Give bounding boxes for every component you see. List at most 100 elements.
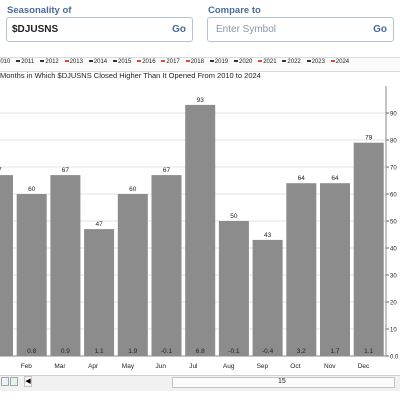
- avg-change-label: -0.4: [262, 348, 274, 355]
- bar-value-label: 60: [28, 186, 36, 193]
- bar: [117, 194, 148, 356]
- year-label: 2022: [287, 59, 301, 65]
- year-toggle-2015[interactable]: 2015: [113, 59, 131, 65]
- bar-value-label: 47: [95, 221, 103, 228]
- bar-value-label: 67: [163, 167, 171, 174]
- x-tick-label: Mar: [54, 363, 66, 370]
- year-toggle-2013[interactable]: 2013: [64, 59, 83, 65]
- year-label: 2024: [335, 59, 350, 65]
- year-toggle-2024[interactable]: 2024: [330, 59, 350, 65]
- y-tick-label: 70: [390, 166, 397, 172]
- x-tick-label: Apr: [88, 363, 99, 370]
- y-tick-label: 90: [390, 112, 397, 118]
- bar-value-label: 67: [62, 167, 70, 174]
- year-toggle-2016[interactable]: 2016: [137, 59, 156, 65]
- series-color-swatch: [185, 60, 190, 63]
- year-toggle-2022[interactable]: 2022: [282, 59, 301, 65]
- x-tick-label: Nov: [324, 363, 336, 370]
- avg-change-label: 1.1: [364, 348, 373, 355]
- compare-placeholder: Enter Symbol: [216, 24, 277, 35]
- y-tick-label: 60: [390, 193, 397, 199]
- bar: [320, 183, 350, 356]
- bar-value-label: 64: [331, 175, 339, 182]
- year-toggle-2019[interactable]: 2019: [209, 59, 229, 65]
- series-color-swatch: [258, 60, 263, 63]
- bar: [0, 175, 13, 356]
- bar-value-label: 50: [230, 213, 238, 220]
- y-tick-label: 50: [390, 220, 397, 226]
- series-color-swatch: [282, 60, 287, 63]
- year-toggle-2023[interactable]: 2023: [306, 59, 325, 65]
- year-toggle-2012[interactable]: 2012: [40, 59, 59, 65]
- year-label: 2016: [142, 59, 156, 65]
- series-color-swatch: [209, 60, 214, 63]
- y-tick-label: 30: [390, 274, 397, 280]
- avg-change-label: 0.9: [61, 348, 70, 355]
- year-label: 2021: [263, 59, 277, 65]
- series-color-swatch: [113, 60, 117, 63]
- seasonality-bar-chart: 0.0102030405060708090672600.8Feb670.9Mar…: [0, 86, 399, 370]
- series-color-swatch: [161, 60, 166, 63]
- year-toggle-2014[interactable]: 2014: [88, 59, 108, 65]
- avg-change-label: 1.7: [330, 348, 339, 355]
- x-tick-label: Oct: [290, 363, 300, 370]
- bar-value-label: 60: [129, 186, 137, 193]
- x-tick-label: Feb: [21, 363, 33, 370]
- year-label: 2010: [0, 59, 11, 65]
- year-toggle-2018[interactable]: 2018: [185, 59, 204, 65]
- x-tick-label: Dec: [358, 363, 370, 370]
- year-label: 2018: [190, 59, 204, 65]
- year-label: 2013: [69, 59, 83, 65]
- bar: [16, 194, 47, 356]
- series-color-swatch: [137, 60, 142, 63]
- year-toggle-2010[interactable]: 2010: [0, 59, 10, 65]
- year-toggle-2011[interactable]: 2011: [16, 59, 34, 65]
- x-tick-label: Sep: [257, 363, 269, 370]
- x-tick-label: Jun: [156, 363, 167, 370]
- bar: [353, 142, 384, 356]
- bar: [286, 183, 317, 356]
- compare-go-button[interactable]: Go: [373, 24, 387, 35]
- bar-value-label: 79: [365, 135, 373, 142]
- symbol-input[interactable]: $DJUSNS Go: [6, 17, 193, 42]
- year-toggle-bar: 2010 2011 2012 2013 2014 2015 2016 2017 2018 2019…: [0, 57, 400, 72]
- scroll-left-arrow-icon[interactable]: ◀: [24, 376, 32, 387]
- year-label: 2017: [166, 59, 180, 65]
- compare-label: Compare to: [208, 5, 261, 16]
- go-button[interactable]: Go: [172, 24, 186, 35]
- year-toggle-2021[interactable]: 2021: [258, 59, 277, 65]
- scrollbar-value: 15: [278, 378, 286, 385]
- avg-change-label: 1.1: [95, 348, 104, 355]
- avg-change-label: 0.8: [27, 348, 36, 355]
- y-tick-label: 10: [390, 328, 397, 334]
- year-toggle-2017[interactable]: 2017: [161, 59, 180, 65]
- bar: [84, 229, 115, 356]
- avg-change-label: 6.8: [196, 348, 205, 355]
- bar-value-label: 67: [0, 167, 2, 174]
- scrollbar-thumb[interactable]: [172, 377, 395, 388]
- bar: [252, 239, 283, 356]
- x-tick-label: Aug: [223, 363, 235, 370]
- symbol-form: Seasonality of $DJUSNS Go Compare to Ent…: [0, 0, 400, 56]
- series-color-swatch: [64, 60, 69, 63]
- avg-change-label: -0.1: [161, 348, 173, 355]
- y-tick-label: 0.0: [390, 355, 399, 361]
- year-label: 2011: [21, 59, 35, 65]
- year-toggle-2020[interactable]: 2020: [234, 59, 252, 65]
- year-label: 2020: [239, 59, 253, 65]
- series-color-swatch: [234, 60, 238, 63]
- chart-type-icon[interactable]: [1, 377, 9, 386]
- year-label: 2023: [311, 59, 325, 65]
- x-tick-label: May: [122, 363, 135, 370]
- year-label: 2019: [214, 59, 229, 65]
- avg-change-label: 1.9: [128, 348, 137, 355]
- compare-input[interactable]: Enter Symbol Go: [207, 17, 394, 42]
- bar-value-label: 43: [264, 232, 272, 239]
- bar: [218, 221, 249, 356]
- series-color-swatch: [16, 60, 21, 63]
- avg-change-label: 3.2: [297, 348, 306, 355]
- bar-value-label: 93: [197, 97, 205, 104]
- year-label: 2014: [93, 59, 108, 65]
- color-palette-icon[interactable]: [10, 377, 18, 386]
- series-color-swatch: [88, 60, 93, 63]
